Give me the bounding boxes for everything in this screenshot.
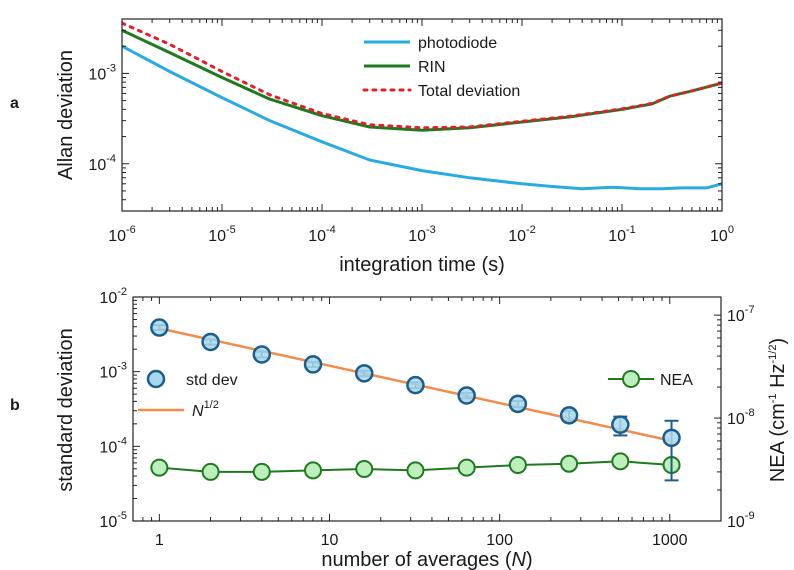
b-xtick-label: 1000 bbox=[652, 532, 688, 549]
legend-total-label: Total deviation bbox=[418, 83, 520, 100]
b-ytick-label: 10-4 bbox=[99, 435, 127, 456]
panel-a-xlabel: integration time (s) bbox=[339, 254, 505, 276]
panel-b-plot-area bbox=[150, 318, 681, 482]
panel-b-y2label: NEA (cm-1 Hz-1/2) bbox=[767, 338, 789, 482]
panel-b-frame bbox=[132, 296, 722, 522]
panel-a: a 10-6 10-5 10-4 10-3 10-2 10-1 100 10-4 10-3 in… bbox=[10, 18, 734, 276]
a-xtick-label: 10-1 bbox=[608, 224, 636, 245]
b-xtick-label: 1 bbox=[155, 532, 164, 549]
b-ytick-label: 10-2 bbox=[99, 286, 127, 307]
nea-point bbox=[201, 462, 220, 481]
nea-point bbox=[355, 460, 374, 479]
panel-b-xlabel: number of averages (N) bbox=[321, 549, 532, 570]
panel-a-plot-area bbox=[122, 21, 722, 191]
b-y2tick-label: 10-8 bbox=[727, 407, 755, 428]
a-ytick-label: 10-4 bbox=[88, 153, 116, 174]
a-xtick-label: 10-2 bbox=[508, 224, 536, 245]
a-xtick-label: 10-3 bbox=[408, 224, 436, 245]
nea-point bbox=[406, 461, 425, 480]
stddev-point bbox=[662, 428, 681, 448]
stddev-point bbox=[457, 386, 476, 405]
panel-b-legend-right: NEA bbox=[608, 370, 693, 389]
panel-b-ticks: 1 10 100 1000 10-5 10-4 10-3 10-2 10-9 10-8 10-7 bbox=[99, 286, 754, 549]
stddev-point bbox=[508, 394, 528, 414]
a-xtick-label: 100 bbox=[710, 224, 734, 245]
stddev-point bbox=[406, 375, 425, 395]
stddev-point bbox=[559, 406, 579, 425]
total-deviation-line bbox=[122, 21, 722, 130]
legend-fit-label: N1/2 bbox=[192, 399, 219, 420]
nea-point bbox=[508, 455, 527, 474]
nea-point bbox=[304, 461, 323, 480]
legend-rin-label: RIN bbox=[418, 59, 446, 76]
b-xtick-label: 100 bbox=[486, 532, 513, 549]
b-xtick-label: 10 bbox=[321, 532, 339, 549]
nea-point bbox=[150, 458, 169, 477]
b-ytick-label: 10-3 bbox=[99, 361, 127, 382]
panel-a-legend: photodiode RIN Total deviation bbox=[362, 35, 520, 100]
a-xtick-label: 10-4 bbox=[308, 224, 336, 245]
legend-nea-marker bbox=[622, 370, 640, 388]
b-ytick-label: 10-5 bbox=[99, 510, 127, 531]
photodiode-line bbox=[122, 44, 722, 191]
b-y2tick-label: 10-9 bbox=[727, 510, 755, 531]
legend-nea-label: NEA bbox=[660, 372, 693, 389]
a-xtick-label: 10-5 bbox=[208, 224, 236, 245]
panel-b-ylabel: standard deviation bbox=[55, 328, 77, 491]
legend-stddev-label: std dev bbox=[186, 372, 238, 389]
stddev-point bbox=[303, 355, 323, 374]
nea-point bbox=[457, 458, 476, 477]
nea-point bbox=[560, 454, 579, 473]
panel-b-legend-left: std dev N1/2 bbox=[138, 369, 238, 420]
stddev-point bbox=[611, 415, 630, 434]
stddev-point bbox=[252, 345, 272, 364]
panel-a-ticks: 10-6 10-5 10-4 10-3 10-2 10-1 100 10-4 10-3 bbox=[88, 19, 734, 245]
panel-b-label: b bbox=[10, 397, 20, 414]
nea-point bbox=[252, 462, 271, 481]
a-ytick-label: 10-3 bbox=[88, 62, 116, 83]
legend-stddev-marker bbox=[146, 369, 166, 389]
nea-point bbox=[611, 452, 630, 471]
stddev-point bbox=[150, 318, 169, 337]
panel-a-label: a bbox=[10, 95, 19, 112]
stddev-point bbox=[201, 332, 220, 352]
legend-photodiode-label: photodiode bbox=[418, 35, 497, 52]
b-y2tick-label: 10-7 bbox=[727, 304, 755, 325]
a-xtick-label: 10-6 bbox=[108, 224, 136, 245]
panel-b: b 1 10 100 1000 10-5 10-4 10-3 10-2 10-9 10-8 10-7… bbox=[10, 286, 789, 570]
panel-a-ylabel: Allan deviation bbox=[55, 50, 77, 180]
stddev-point bbox=[354, 364, 374, 383]
